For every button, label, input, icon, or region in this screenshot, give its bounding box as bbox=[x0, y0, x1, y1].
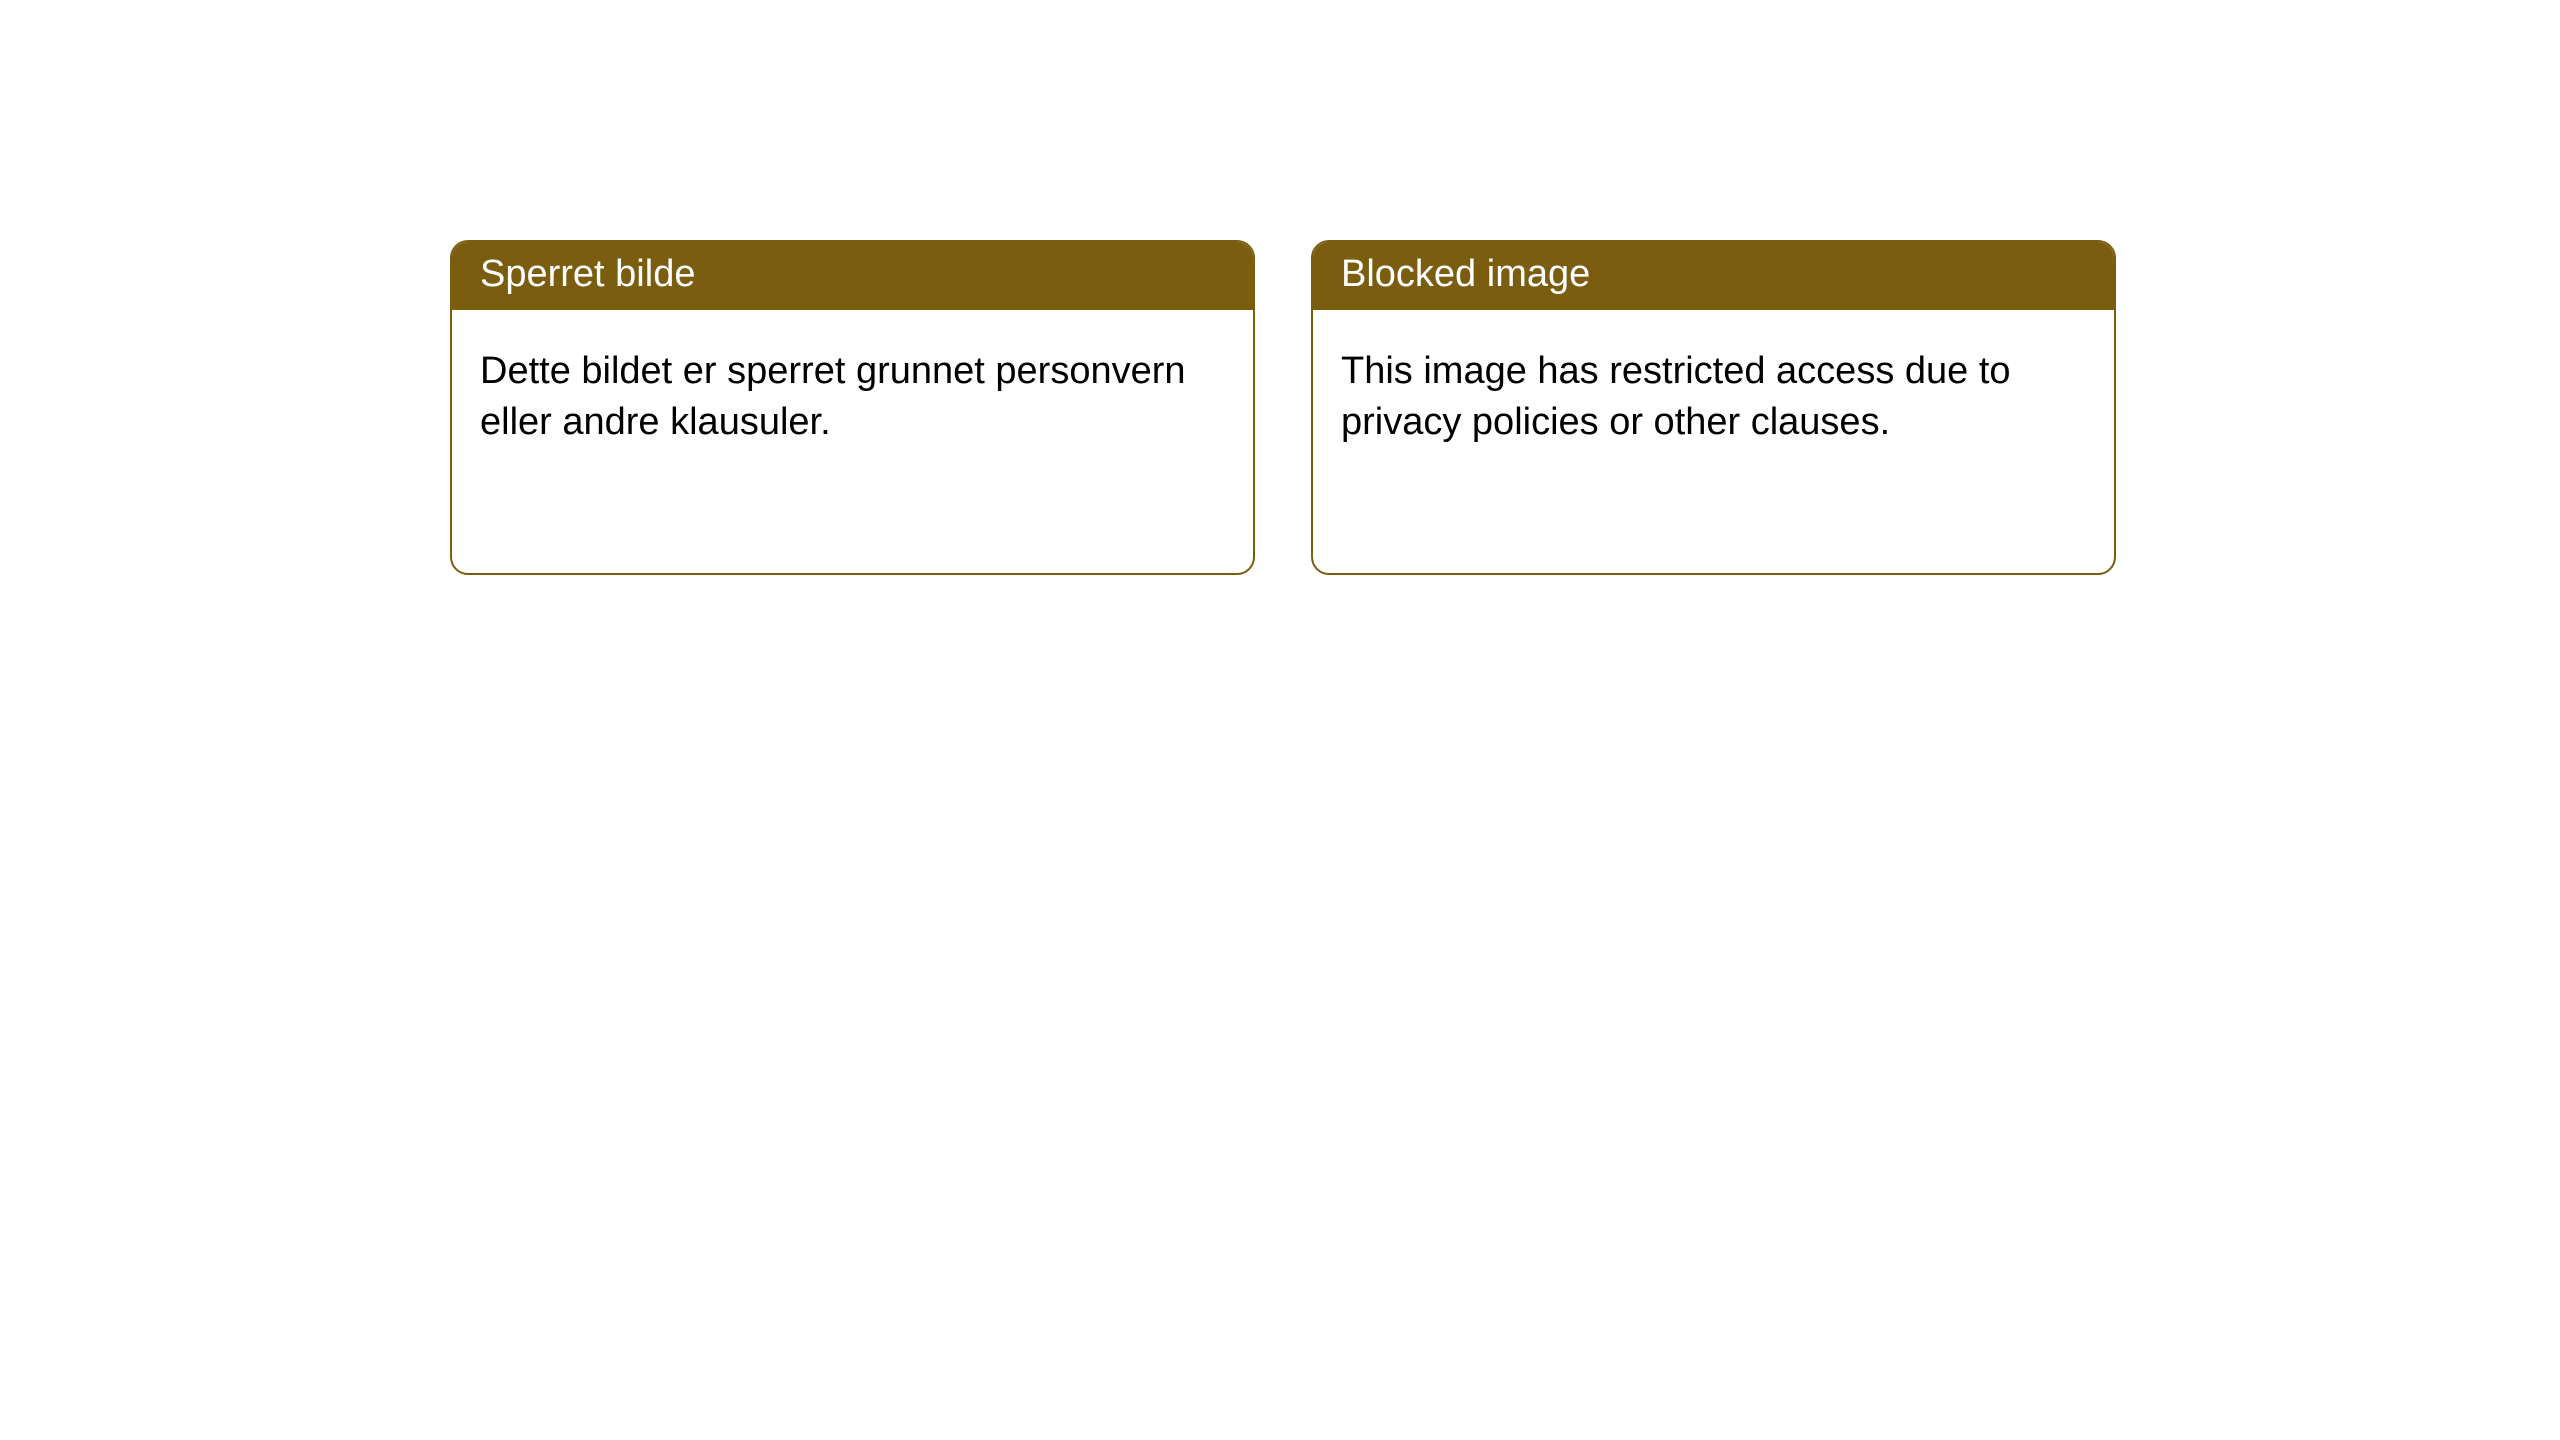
notice-container: Sperret bilde Dette bildet er sperret gr… bbox=[0, 0, 2560, 575]
notice-card-english: Blocked image This image has restricted … bbox=[1311, 240, 2116, 575]
notice-message: This image has restricted access due to … bbox=[1313, 310, 2114, 485]
notice-message: Dette bildet er sperret grunnet personve… bbox=[452, 310, 1253, 485]
notice-card-norwegian: Sperret bilde Dette bildet er sperret gr… bbox=[450, 240, 1255, 575]
notice-title: Sperret bilde bbox=[452, 242, 1253, 310]
notice-title: Blocked image bbox=[1313, 242, 2114, 310]
